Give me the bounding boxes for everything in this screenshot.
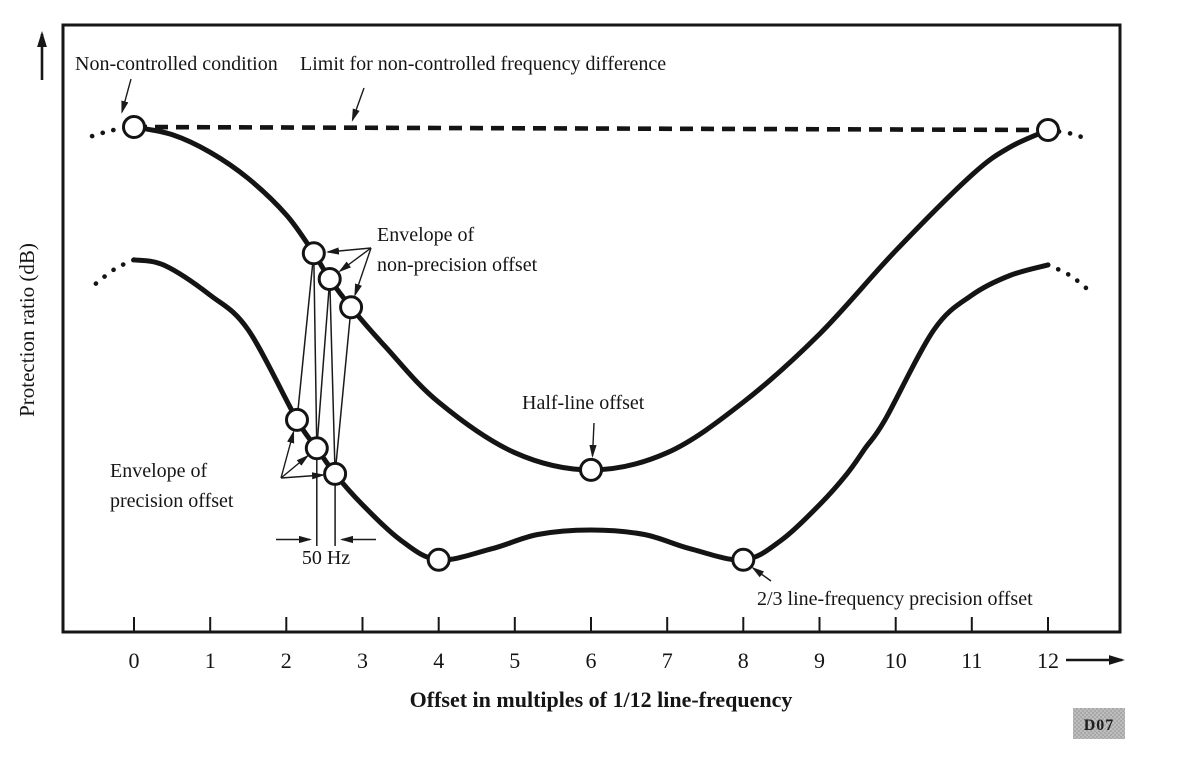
non-precision-arrow-icon: [354, 247, 372, 297]
envelope-non-precision-label-line1: Envelope of: [377, 224, 475, 246]
limit-label: Limit for non-controlled frequency diffe…: [300, 53, 666, 75]
x-tick-label: 11: [961, 648, 982, 673]
x-tick-label: 10: [885, 648, 907, 673]
x-axis-label: Offset in multiples of 1/12 line-frequen…: [410, 687, 793, 712]
curves: [89, 124, 1096, 563]
point-U1: [301, 241, 326, 266]
x-tick-label: 2: [281, 648, 292, 673]
x-tick-label: 1: [205, 648, 216, 673]
x-tick-label: 5: [509, 648, 520, 673]
two-thirds-arrow-icon: [751, 566, 772, 582]
point-non_controlled: [122, 115, 146, 139]
point-half_line: [579, 457, 603, 482]
envelope-precision-label-line1: Envelope of: [110, 460, 208, 482]
curve-upper: [131, 124, 1051, 473]
point-limit_right: [1036, 118, 1060, 142]
point-L1: [285, 407, 309, 432]
data-points: [122, 115, 1060, 572]
point-L3: [323, 461, 348, 486]
non-controlled-arrow-icon: [121, 78, 132, 114]
point-U3: [339, 295, 364, 320]
figure-id-text: D07: [1084, 717, 1115, 734]
x-tick-label: 8: [738, 648, 749, 673]
half-line-arrow-icon: [589, 422, 597, 458]
precision-arrow-icon: [280, 454, 310, 479]
curve-upper_ext_left: [89, 124, 137, 139]
x-tick-label: 0: [129, 648, 140, 673]
oscillation-link: [316, 278, 331, 449]
curve-lower_ext_left: [93, 257, 137, 286]
precision-arrow-icon: [280, 472, 325, 480]
x-tick-label: 6: [586, 648, 597, 673]
oscillation-link: [296, 253, 315, 420]
envelope-non-precision-label-line2: non-precision offset: [377, 254, 538, 276]
half-line-label: Half-line offset: [522, 392, 645, 414]
point-min_4: [426, 547, 451, 572]
plot-frame: [61, 23, 1122, 634]
two-thirds-label: 2/3 line-frequency precision offset: [757, 588, 1033, 610]
non-precision-arrow-icon: [338, 247, 372, 273]
curve-limit: [133, 124, 1049, 133]
non-controlled-label: Non-controlled condition: [75, 53, 278, 75]
oscillation-links: [296, 253, 352, 475]
non-precision-arrow-icon: [326, 247, 372, 255]
envelope-precision-label-line2: precision offset: [110, 490, 234, 512]
point-U2: [317, 267, 342, 291]
x-tick-label: 9: [814, 648, 825, 673]
x-tick-label: 3: [357, 648, 368, 673]
x-ticks: [133, 617, 1049, 631]
leader-arrows: [121, 78, 772, 582]
figure-id-badge: D07: [1073, 708, 1125, 739]
fifty-hz-label: 50 Hz: [302, 547, 350, 569]
oscillation-link: [334, 307, 352, 475]
x-tick-label: 4: [433, 648, 444, 673]
fifty-hz-dimension: 50 Hz: [276, 450, 376, 569]
precision-arrow-icon: [280, 430, 295, 479]
point-L2: [304, 436, 329, 461]
curve-upper_ext_right: [1045, 127, 1093, 143]
x-tick-labels: 0 1 2 3 4 5 6 7 8 9 10 11 12: [129, 648, 1060, 673]
x-tick-label: 12: [1037, 648, 1059, 673]
limit-arrow-icon: [351, 87, 365, 122]
oscillation-link: [313, 253, 318, 449]
y-axis-label: Protection ratio (dB): [15, 243, 39, 417]
x-tick-label: 7: [662, 648, 673, 673]
oscillation-link: [328, 278, 336, 474]
curve-lower_ext_right: [1045, 262, 1096, 297]
point-two_thirds: [731, 547, 756, 572]
